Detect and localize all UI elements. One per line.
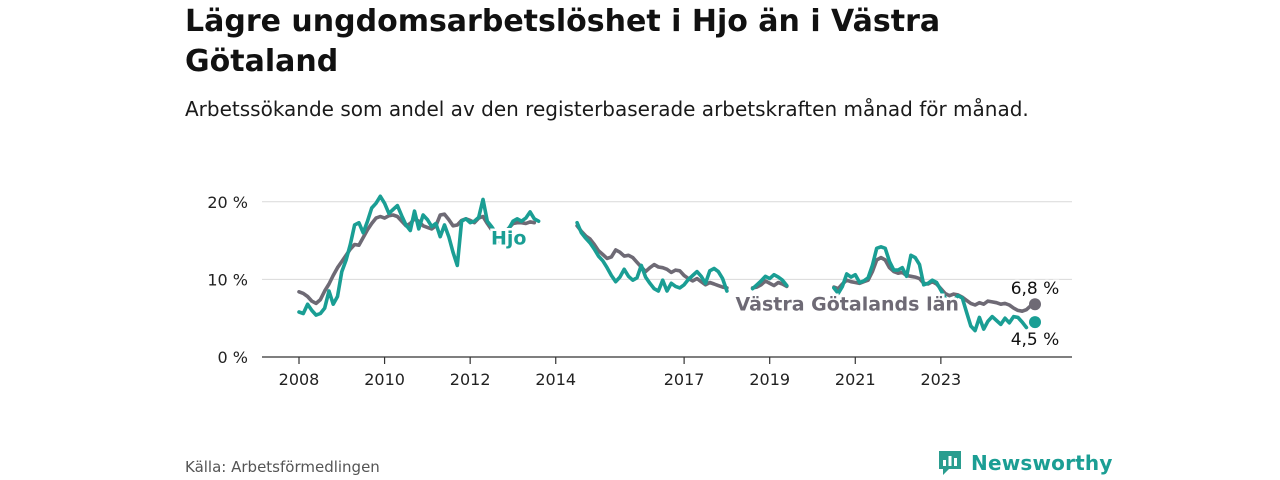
y-axis-ticks: 0 % 10 % 20 %: [207, 193, 248, 367]
newsworthy-logo-icon: [937, 449, 963, 477]
brand-logo[interactable]: Newsworthy: [937, 449, 1113, 477]
end-marker-hjo: [1029, 316, 1041, 329]
gridlines: [262, 201, 1072, 280]
x-axis: 2008 2010 2012 2014 2017 2019 2021 2023: [262, 356, 1072, 389]
x-tick-label: 2021: [835, 370, 876, 389]
series-labels: Hjo Västra Götalands län 4,5 % 6,8 %: [488, 225, 1061, 352]
series-label-hjo: Hjo: [491, 228, 526, 250]
end-value-label-hjo: 4,5 %: [1011, 330, 1060, 350]
y-tick-label: 0 %: [218, 348, 248, 367]
series-lines: [297, 194, 1037, 333]
x-tick-label: 2017: [664, 370, 705, 389]
series-label-vastra-gotaland: Västra Götalands län: [735, 294, 958, 316]
series-line-vastra-gotaland: [575, 224, 729, 290]
series-line-hjo: [297, 194, 541, 317]
brand-name: Newsworthy: [971, 451, 1113, 475]
y-tick-label: 10 %: [207, 270, 248, 289]
chart-subtitle: Arbetssökande som andel av den registerb…: [185, 97, 1029, 121]
chart-title: Lägre ungdomsarbetslöshet i Hjo än i Väs…: [185, 4, 941, 79]
x-tick-label: 2008: [279, 370, 320, 389]
end-value-label-vastra-gotaland: 6,8 %: [1011, 279, 1060, 299]
x-tick-label: 2012: [450, 370, 491, 389]
y-tick-label: 20 %: [207, 193, 248, 212]
x-tick-label: 2023: [921, 370, 962, 389]
end-marker-vastra-gotaland: [1029, 298, 1041, 311]
x-tick-label: 2010: [364, 370, 405, 389]
x-tick-label: 2019: [749, 370, 790, 389]
series-line-hjo: [832, 245, 1029, 333]
source-note: Källa: Arbetsförmedlingen: [185, 458, 380, 476]
series-line-hjo: [575, 220, 729, 293]
series-line-hjo: [750, 272, 789, 291]
x-tick-label: 2014: [535, 370, 576, 389]
series-line-vastra-gotaland: [750, 279, 789, 290]
